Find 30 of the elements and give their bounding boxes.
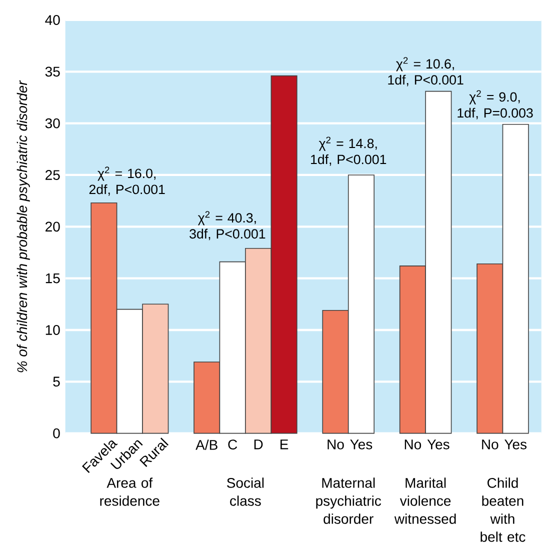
y-tick-label: 10 bbox=[46, 325, 60, 335]
text: Social class bbox=[227, 478, 264, 506]
annotation: χ$^{2}$ = 40.3, 3df, P<0.001 bbox=[190, 211, 266, 240]
annotation: χ$^{2}$ = 10.6, 1df, P<0.001 bbox=[388, 57, 464, 86]
y-tick-label: 15 bbox=[46, 273, 60, 284]
annotation: χ$^{2}$ = 9.0, 1df, P=0.003 bbox=[458, 90, 533, 120]
x-tick-label: C bbox=[228, 440, 238, 450]
annotation: χ$^{2}$ = 14.8, 1df, P<0.001 bbox=[311, 136, 386, 166]
y-axis-title: % of children with probable psychiatric disorder bbox=[16, 80, 30, 372]
text: Maternal psychiatric disorder bbox=[316, 478, 382, 524]
x-tick-label: Yes bbox=[504, 440, 527, 450]
x-tick-label: Yes bbox=[427, 440, 450, 450]
x-tick-label: E bbox=[280, 440, 288, 450]
y-tick-label: 30 bbox=[45, 118, 60, 128]
text: Child beaten with belt etc bbox=[480, 478, 526, 542]
x-tick-label: Yes bbox=[350, 440, 372, 450]
y-tick-label: 0 bbox=[53, 428, 60, 438]
y-tick-label: 35 bbox=[45, 66, 60, 77]
annotation: χ$^{2}$ = 16.0, 2df, P<0.001 bbox=[89, 166, 165, 196]
y-tick-label: 25 bbox=[46, 170, 60, 180]
y-tick-label: 5 bbox=[53, 376, 60, 387]
text: Area of residence bbox=[100, 478, 160, 506]
y-tick-label: 20 bbox=[46, 222, 60, 232]
text: Marital violence witnessed bbox=[394, 478, 456, 524]
x-tick-label: D bbox=[254, 440, 263, 450]
x-tick-label: No bbox=[404, 440, 422, 450]
y-tick-label: 40 bbox=[45, 15, 60, 25]
x-tick-label: No bbox=[328, 440, 344, 450]
x-tick-label: A/B bbox=[196, 440, 218, 450]
x-tick-label: No bbox=[482, 440, 498, 450]
